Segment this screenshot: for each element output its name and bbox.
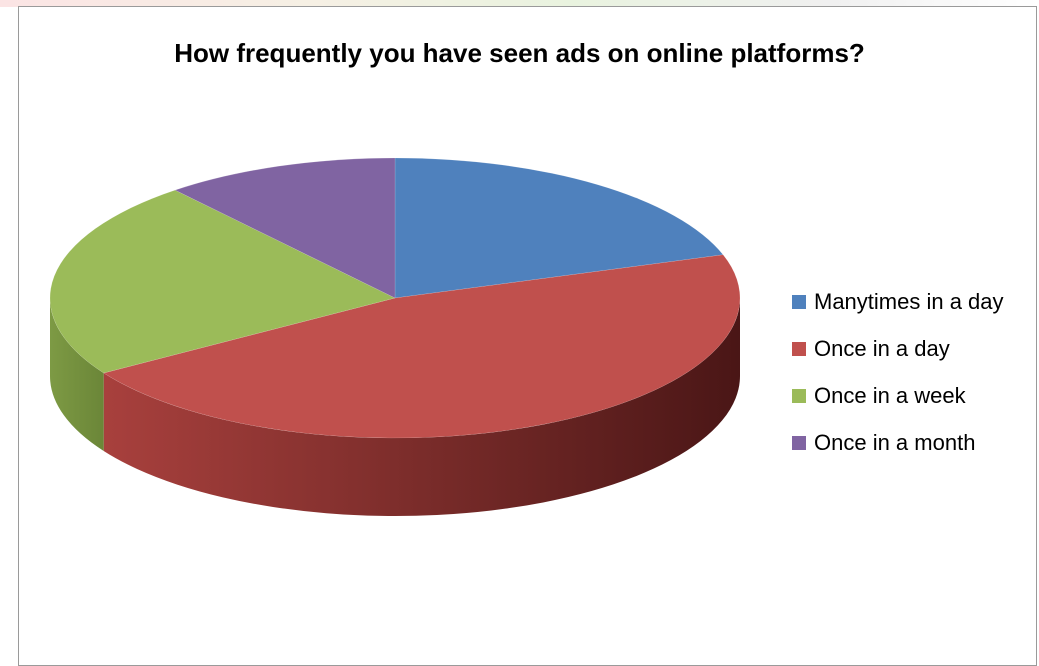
pie-slice-once-in-a-month xyxy=(174,157,396,299)
pie-top-group xyxy=(49,157,741,439)
pie-slice-once-in-a-day xyxy=(103,254,741,439)
legend-swatch xyxy=(792,341,806,356)
pie-side-once-in-a-week xyxy=(49,298,104,452)
legend-item-once-in-a-month: Once in a month xyxy=(792,425,1004,460)
legend-label: Once in a day xyxy=(814,335,950,361)
legend-item-once-in-a-day: Once in a day xyxy=(792,331,1004,366)
legend-item-manytimes-in-a-day: Manytimes in a day xyxy=(792,284,1004,319)
legend: Manytimes in a day Once in a day Once in a… xyxy=(792,284,1004,472)
legend-label: Manytimes in a day xyxy=(814,288,1004,314)
pie-depth-group xyxy=(49,298,741,516)
page-top-strip xyxy=(0,0,1039,7)
legend-swatch xyxy=(792,435,806,450)
pie-slice-manytimes-in-a-day xyxy=(394,157,724,299)
legend-swatch xyxy=(792,388,806,403)
pie-side-once-in-a-day xyxy=(103,298,741,516)
legend-item-once-in-a-week: Once in a week xyxy=(792,378,1004,413)
chart-title: How frequently you have seen ads on onli… xyxy=(174,38,865,68)
legend-label: Once in a week xyxy=(814,382,966,408)
legend-swatch xyxy=(792,294,806,309)
legend-label: Once in a month xyxy=(814,429,976,455)
pie-slice-once-in-a-week xyxy=(49,189,396,374)
